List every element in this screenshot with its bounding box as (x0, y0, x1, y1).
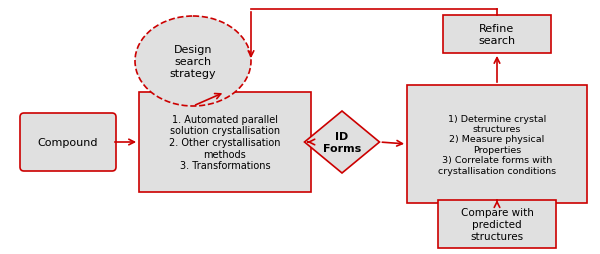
Text: Design
search
strategy: Design search strategy (170, 45, 217, 78)
Text: 1. Automated parallel
solution crystallisation
2. Other crystallisation
methods
: 1. Automated parallel solution crystalli… (169, 114, 281, 170)
Bar (438, 200, 556, 248)
Text: ID
Forms: ID Forms (323, 132, 361, 153)
Text: Compare with
predicted
structures: Compare with predicted structures (461, 208, 533, 241)
Text: 1) Determine crystal
structures
2) Measure physical
Properties
3) Correlate form: 1) Determine crystal structures 2) Measu… (438, 114, 556, 175)
Text: Refine
search: Refine search (478, 24, 515, 46)
FancyBboxPatch shape (20, 114, 116, 171)
Bar (443, 16, 551, 54)
Bar (139, 93, 311, 192)
Bar (407, 86, 587, 203)
Ellipse shape (135, 17, 251, 107)
Text: Compound: Compound (38, 137, 98, 147)
Polygon shape (305, 112, 380, 173)
